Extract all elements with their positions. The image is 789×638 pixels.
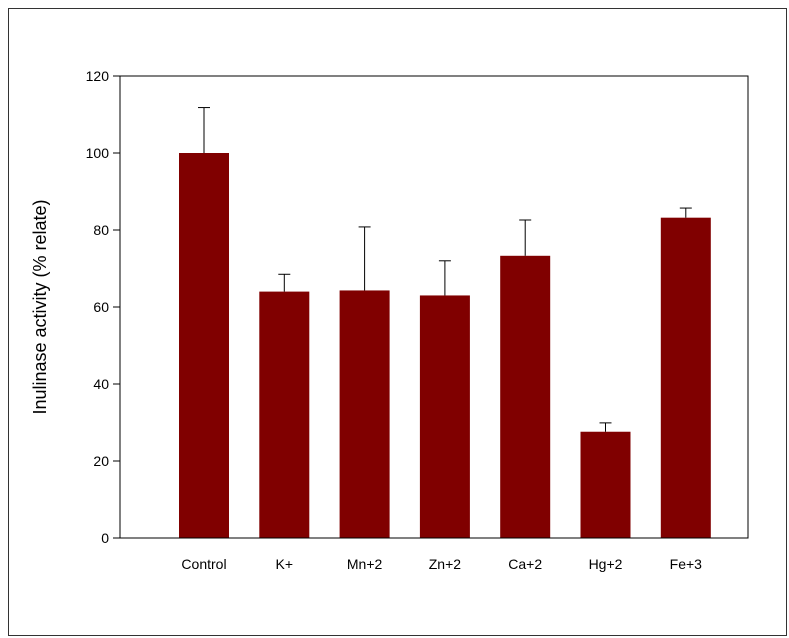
x-tick-label-3: Zn+2 bbox=[429, 556, 462, 572]
x-tick-label-5: Hg+2 bbox=[589, 556, 623, 572]
bar-5 bbox=[580, 431, 631, 538]
bar-6 bbox=[660, 217, 711, 538]
x-tick-label-6: Fe+3 bbox=[670, 556, 703, 572]
x-tick-label-0: Control bbox=[181, 556, 226, 572]
y-tick-label-5: 100 bbox=[86, 145, 110, 161]
chart-frame bbox=[8, 8, 787, 636]
bar-4 bbox=[500, 255, 551, 539]
bar-0 bbox=[179, 153, 229, 538]
y-tick-label-1: 20 bbox=[93, 453, 109, 469]
x-tick-label-2: Mn+2 bbox=[347, 556, 383, 572]
y-axis-title: Inulinase activity (% relate) bbox=[30, 199, 50, 414]
x-tick-label-1: K+ bbox=[276, 556, 294, 572]
y-tick-label-0: 0 bbox=[101, 530, 109, 546]
bar-2 bbox=[339, 290, 390, 538]
error-bars bbox=[198, 107, 692, 432]
bar-3 bbox=[419, 295, 470, 538]
y-tick-label-6: 120 bbox=[86, 68, 110, 84]
bars bbox=[179, 153, 711, 539]
bar-1 bbox=[259, 291, 310, 538]
axes: Control K+ Mn+2 Zn+2 Ca+2 Hg+2 Fe+3 0 20 40 60 80 10… bbox=[86, 68, 749, 572]
y-tick-label-4: 80 bbox=[93, 222, 109, 238]
x-tick-label-4: Ca+2 bbox=[508, 556, 542, 572]
y-tick-label-2: 40 bbox=[93, 376, 109, 392]
y-tick-label-3: 60 bbox=[93, 299, 109, 315]
